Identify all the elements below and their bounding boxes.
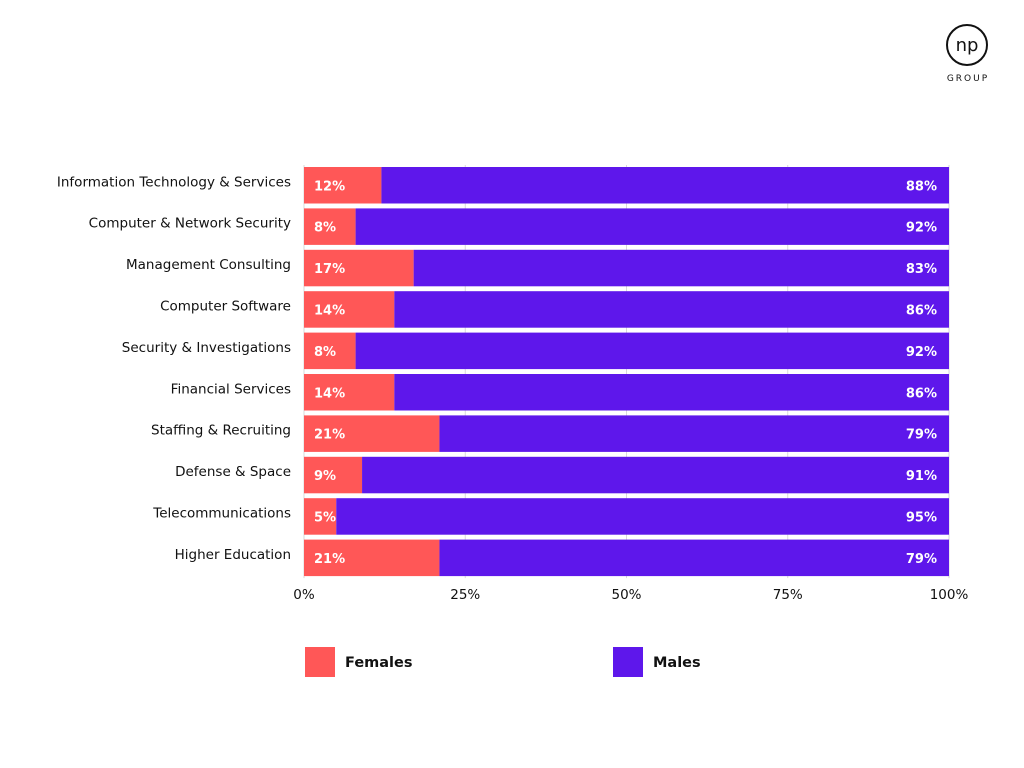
category-label: Computer & Network Security [89, 216, 291, 232]
x-tick-labels: 0% 25% 50% 75% 100% [293, 587, 968, 603]
category-label: Telecommunications [152, 505, 291, 521]
x-tick-label: 50% [611, 587, 641, 603]
data-label-females: 21% [314, 428, 345, 443]
x-tick-label: 100% [930, 587, 969, 603]
data-label-males: 79% [906, 552, 937, 567]
bar-males [394, 291, 949, 328]
data-label-females: 14% [314, 386, 345, 401]
category-label: Staffing & Recruiting [151, 423, 291, 439]
bar-males [381, 167, 949, 204]
category-label: Security & Investigations [122, 340, 291, 356]
data-label-females: 8% [314, 221, 336, 236]
legend-label: Males [653, 655, 701, 671]
data-label-males: 92% [906, 221, 937, 236]
bar-males [439, 415, 949, 452]
category-label: Defense & Space [175, 464, 291, 480]
bar-females [304, 167, 382, 204]
bar-males [394, 374, 949, 411]
data-label-males: 79% [906, 428, 937, 443]
data-label-males: 88% [906, 179, 937, 194]
category-label: Computer Software [160, 298, 291, 314]
category-label: Higher Education [175, 547, 291, 563]
x-tick-label: 0% [293, 587, 315, 603]
bar-females [304, 539, 440, 577]
data-label-males: 86% [906, 303, 937, 318]
bar-males [362, 456, 949, 494]
logo-circle [946, 24, 988, 66]
bar-females [304, 291, 395, 328]
bars: 12% 88% 8% 92% 17% 83% 14% 86% 8% 92% 14% 86% 21% 79%… [304, 167, 950, 577]
bar-males [336, 498, 949, 535]
x-tick-label: 75% [773, 587, 803, 603]
data-label-females: 21% [314, 552, 345, 567]
category-label: Information Technology & Services [57, 174, 291, 190]
legend: Females Males [305, 647, 701, 677]
data-label-females: 17% [314, 262, 345, 277]
data-label-females: 5% [314, 510, 336, 525]
data-label-females: 14% [314, 303, 345, 318]
bar-males [413, 249, 949, 287]
x-tick-label: 25% [450, 587, 480, 603]
category-label: Financial Services [171, 381, 291, 397]
category-label: Management Consulting [126, 257, 291, 273]
data-label-females: 12% [314, 179, 345, 194]
data-label-females: 9% [314, 469, 336, 484]
bar-females [304, 208, 356, 245]
bar-females [304, 456, 363, 494]
bar-females [304, 415, 440, 452]
bar-males [439, 539, 949, 577]
logo-mark: np [956, 35, 979, 56]
legend-label: Females [345, 655, 412, 671]
np-group-logo: np GROUP [946, 24, 989, 84]
data-label-males: 83% [906, 262, 937, 277]
data-label-males: 92% [906, 345, 937, 360]
logo-subtext: GROUP [947, 74, 989, 84]
bar-females [304, 374, 395, 411]
bar-females [304, 249, 414, 287]
data-label-males: 95% [906, 510, 937, 525]
bar-males [355, 332, 950, 370]
bar-males [355, 208, 950, 245]
data-label-males: 91% [906, 469, 937, 484]
bar-females [304, 498, 337, 535]
category-labels: Information Technology & Services Compute… [57, 174, 291, 563]
legend-swatch [305, 647, 335, 677]
data-label-males: 86% [906, 386, 937, 401]
bar-females [304, 332, 356, 370]
legend-swatch [613, 647, 643, 677]
data-label-females: 8% [314, 345, 336, 360]
